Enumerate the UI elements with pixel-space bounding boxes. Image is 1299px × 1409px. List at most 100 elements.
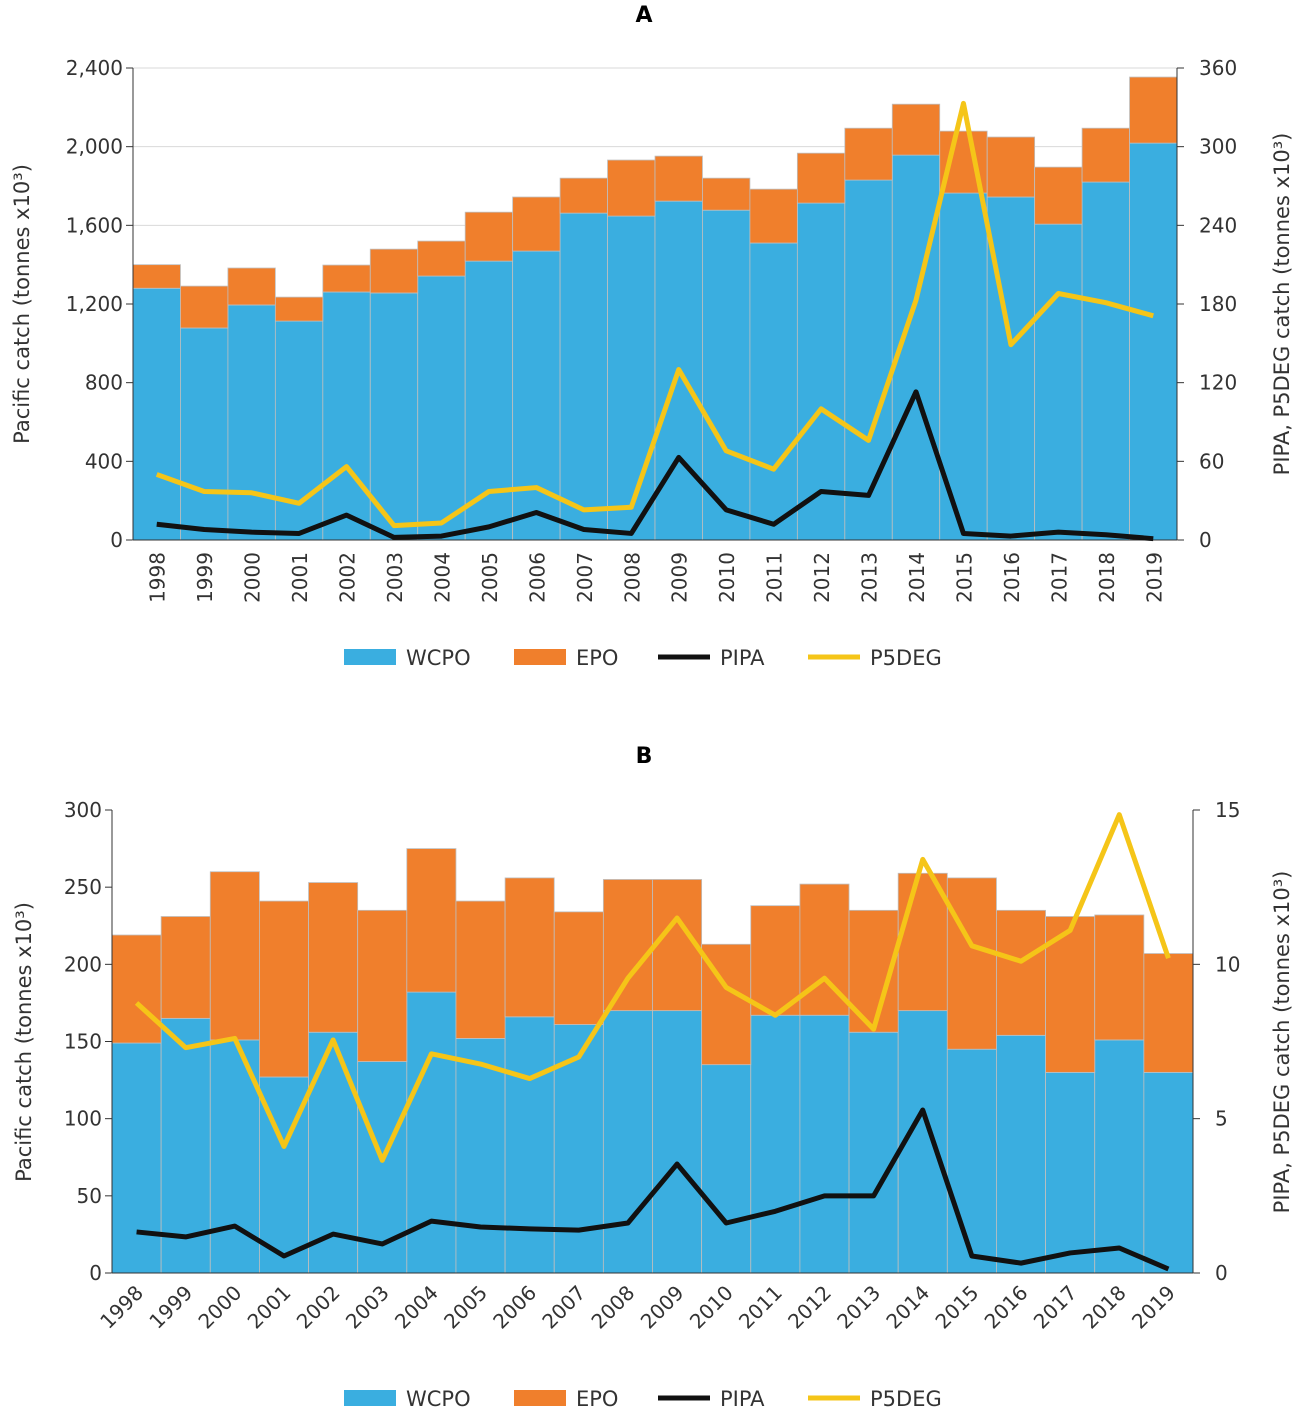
x-tick-label: 2002 [336,552,360,603]
bar-epo [996,909,1046,1036]
legend-label: EPO [576,1387,618,1409]
bar-epo [897,872,948,1012]
x-tick-label: 2009 [636,1281,689,1334]
x-tick-label: 2018 [1078,1281,1131,1334]
x-tick-label: 2011 [734,1281,787,1334]
x-tick-label: 2008 [620,552,644,603]
x-tick-label: 2003 [341,1281,394,1334]
bar-epo [455,900,506,1039]
bar-wcpo [652,1010,703,1274]
bar-epo [406,848,457,993]
legend-item-p5deg: P5DEG [808,646,942,670]
chart-title: A [635,3,652,28]
bar-epo [1143,953,1194,1073]
x-tick-label: 2001 [288,552,312,603]
y-tick-label: 200 [64,952,102,976]
bar-wcpo [1045,1071,1096,1274]
legend-swatch [344,1390,396,1406]
bar-wcpo [1034,223,1083,541]
bar-wcpo [504,1016,555,1274]
x-tick-label: 2011 [763,552,787,603]
bar-epo [369,248,419,294]
y-tick-label: 2,000 [66,135,123,159]
bar-wcpo [946,1048,997,1274]
y-tick-label: 100 [64,1107,102,1131]
chart-title: B [636,744,653,769]
x-tick-label: 2017 [1047,552,1071,603]
bar-epo [1129,76,1178,144]
x-tick-label: 2005 [439,1281,492,1334]
x-tick-label: 2002 [292,1281,345,1334]
bar-epo [504,877,555,1018]
x-tick-label: 2014 [881,1281,934,1334]
bar-wcpo [607,215,656,541]
bar-wcpo [796,202,846,541]
y2-tick-label: 5 [1215,1107,1228,1131]
bar-epo [464,211,514,262]
x-tick-label: 2004 [390,1281,443,1334]
bar-wcpo [559,212,608,541]
x-tick-label: 2018 [1095,552,1119,603]
bar-wcpo [749,242,798,541]
bar-wcpo [132,287,181,541]
y-axis-label: Pacific catch (tonnes x10³) [12,902,36,1182]
bar-wcpo [750,1014,801,1274]
bar-wcpo [1129,142,1178,541]
bar-epo [654,155,703,202]
y2-tick-label: 360 [1199,56,1237,80]
x-tick-label: 2000 [193,1281,246,1334]
bar-wcpo [180,327,229,541]
bar-wcpo [701,1064,752,1274]
bar-epo [111,934,162,1044]
x-tick-label: 1998 [95,1281,148,1334]
y2-axis-label: PIPA, P5DEG catch (tonnes x10³) [1270,133,1294,476]
bar-wcpo [1094,1039,1145,1274]
bar-epo [209,871,260,1041]
x-tick-label: 2009 [668,552,692,603]
bar-epo [132,264,181,289]
bar-epo [749,188,798,244]
y2-tick-label: 10 [1215,952,1240,976]
y-tick-label: 1,200 [66,292,123,316]
x-tick-label: 2001 [243,1281,296,1334]
y2-tick-label: 300 [1199,135,1237,159]
y2-tick-label: 180 [1199,292,1237,316]
legend-swatch [344,649,396,665]
bar-wcpo [227,304,276,541]
bar-epo [259,900,309,1078]
legend-label: P5DEG [870,646,942,670]
legend-item-wcpo: WCPO [344,1387,471,1409]
x-tick-label: 2019 [1127,1281,1180,1334]
bar-epo [512,196,561,252]
bar-wcpo [111,1042,162,1274]
y-tick-label: 0 [89,1261,102,1285]
line-p5deg [155,100,1154,529]
x-tick-label: 2008 [587,1281,640,1334]
x-tick-label: 2010 [685,1281,738,1334]
y-tick-label: 2,400 [66,56,123,80]
x-tick-label: 2010 [715,552,739,603]
y2-tick-label: 0 [1199,528,1212,552]
bar-epo [417,240,466,277]
chart-b: B050100150200250300051015199819992000200… [12,744,1294,1409]
bar-epo [796,152,846,204]
y-axis-label: Pacific catch (tonnes x10³) [10,164,34,444]
y-tick-label: 300 [64,798,102,822]
x-tick-label: 2000 [241,552,265,603]
y-tick-label: 50 [77,1184,102,1208]
legend-item-p5deg: P5DEG [808,1387,942,1409]
x-tick-label: 1999 [193,552,217,603]
x-tick-label: 2012 [783,1281,836,1334]
y-tick-label: 250 [64,875,102,899]
y-tick-label: 400 [85,449,123,473]
y2-tick-label: 240 [1199,213,1237,237]
bar-epo [322,264,371,293]
x-tick-label: 2013 [832,1281,885,1334]
y2-tick-label: 15 [1215,798,1240,822]
bar-epo [274,296,324,322]
bar-epo [986,136,1036,198]
bar-wcpo [844,179,893,541]
legend-item-epo: EPO [514,646,618,670]
legend-swatch [514,1390,566,1406]
